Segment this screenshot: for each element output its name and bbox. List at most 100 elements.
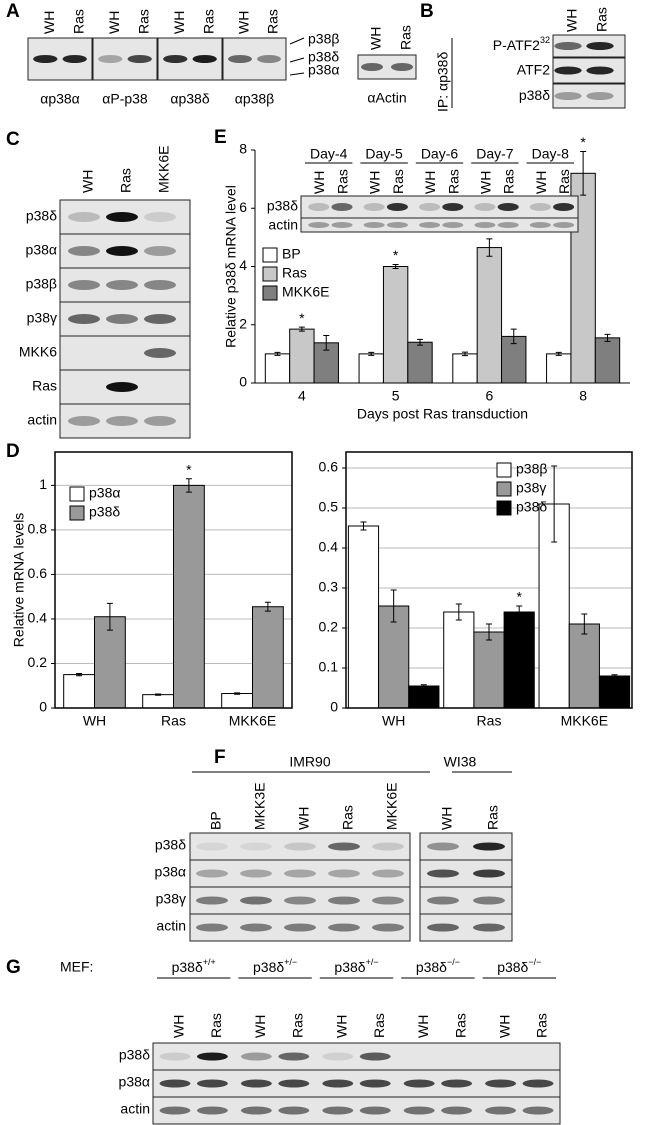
lane-label: WH xyxy=(439,807,455,830)
bar xyxy=(452,353,478,384)
legend-label: p38δ xyxy=(89,504,120,520)
row-label: ATF2 xyxy=(517,61,550,77)
row-label: actin xyxy=(268,217,298,233)
bar xyxy=(473,631,505,709)
legend-swatch xyxy=(262,247,278,263)
lane-label: WH xyxy=(106,11,122,34)
label-sup: −/− xyxy=(528,957,541,967)
row-label: MKK6 xyxy=(19,344,57,360)
band xyxy=(363,222,385,228)
row-label: p38β xyxy=(26,276,57,292)
bar xyxy=(264,353,291,384)
day-label: Day-6 xyxy=(421,146,459,162)
band xyxy=(554,92,582,100)
band xyxy=(427,842,459,851)
error-bar xyxy=(510,328,517,345)
group-label: p38δ+/− xyxy=(334,957,378,974)
lane-label: WH xyxy=(296,807,312,830)
error-bar xyxy=(155,693,162,696)
day-label: Day-7 xyxy=(476,146,514,162)
ip-label: IP: αp38δ xyxy=(435,52,451,112)
y-tick-label: 0.2 xyxy=(319,619,339,635)
band xyxy=(106,416,138,426)
day-label: Day-5 xyxy=(365,146,403,162)
band xyxy=(240,1106,272,1115)
label-base: p38δ xyxy=(416,959,447,975)
label-sup: 32 xyxy=(540,35,550,45)
band xyxy=(419,222,441,228)
band xyxy=(403,1106,435,1115)
band xyxy=(196,869,228,878)
error-bar xyxy=(106,602,113,631)
band xyxy=(284,842,316,851)
band xyxy=(68,280,100,290)
band xyxy=(278,1052,310,1061)
lane-label: WH xyxy=(333,1015,349,1038)
y-tick-label: 0.2 xyxy=(28,654,48,670)
band xyxy=(441,1106,473,1115)
error-bar xyxy=(455,603,462,621)
band xyxy=(553,203,575,211)
legend-label: BP xyxy=(282,246,301,262)
x-tick-label: 5 xyxy=(392,388,400,404)
y-tick-label: 0.6 xyxy=(28,565,48,581)
arrow xyxy=(289,57,305,63)
bar xyxy=(142,694,175,709)
band xyxy=(474,222,496,228)
band xyxy=(106,280,138,290)
y-tick-label: 4 xyxy=(239,257,247,273)
band xyxy=(442,203,464,211)
arrow-label: p38δ xyxy=(308,49,339,65)
prefix-label: MEF: xyxy=(60,959,93,975)
y-tick-label: 0 xyxy=(39,699,47,715)
antibody-label: αp38δ xyxy=(170,91,209,107)
row-label: p38δ xyxy=(155,837,186,853)
x-tick-label: Ras xyxy=(477,713,502,729)
lane-label: Ras xyxy=(334,169,350,194)
day-label: Day-8 xyxy=(532,146,570,162)
lane-label: WH xyxy=(41,11,57,34)
error-bar xyxy=(323,335,330,351)
group-label: p38δ+/− xyxy=(253,957,297,974)
band xyxy=(106,212,138,222)
lane-label: WH xyxy=(564,9,580,32)
row-label: P-ATF232 xyxy=(493,35,550,52)
error-bar xyxy=(274,351,281,356)
y-tick-label: 1 xyxy=(39,476,47,492)
band xyxy=(372,923,404,932)
legend-label: p38β xyxy=(516,461,547,477)
x-tick-label: MKK6E xyxy=(561,713,608,729)
significance: * xyxy=(393,247,399,263)
label-base: P-ATF2 xyxy=(493,37,540,53)
legend-swatch xyxy=(496,481,512,497)
bar xyxy=(173,484,205,709)
lane-label: Ras xyxy=(534,1013,550,1038)
plot-frame xyxy=(345,451,633,709)
day-label: Day-4 xyxy=(310,146,348,162)
band xyxy=(240,1052,272,1061)
legend-swatch xyxy=(496,462,512,478)
band xyxy=(159,1106,191,1115)
x-tick-label: 8 xyxy=(579,388,587,404)
panel-label: D xyxy=(6,441,20,462)
band xyxy=(322,1052,354,1061)
lane-label: MKK3E xyxy=(252,783,268,830)
legend-label: MKK6E xyxy=(282,284,329,300)
bar xyxy=(408,685,440,709)
bar xyxy=(221,693,254,709)
y-tick-label: 0.6 xyxy=(319,459,339,475)
band xyxy=(33,55,58,63)
band xyxy=(427,869,459,878)
band xyxy=(144,348,176,358)
band xyxy=(144,280,176,290)
band xyxy=(473,896,505,905)
bar xyxy=(598,675,631,709)
y-tick-label: 0 xyxy=(330,699,338,715)
lane-label: Ras xyxy=(594,7,610,32)
band xyxy=(554,66,582,75)
label-base: p38δ xyxy=(334,959,365,975)
x-tick-label: WH xyxy=(83,713,106,729)
legend-label: Ras xyxy=(282,265,307,281)
antibody-label: αp38β xyxy=(235,91,275,107)
